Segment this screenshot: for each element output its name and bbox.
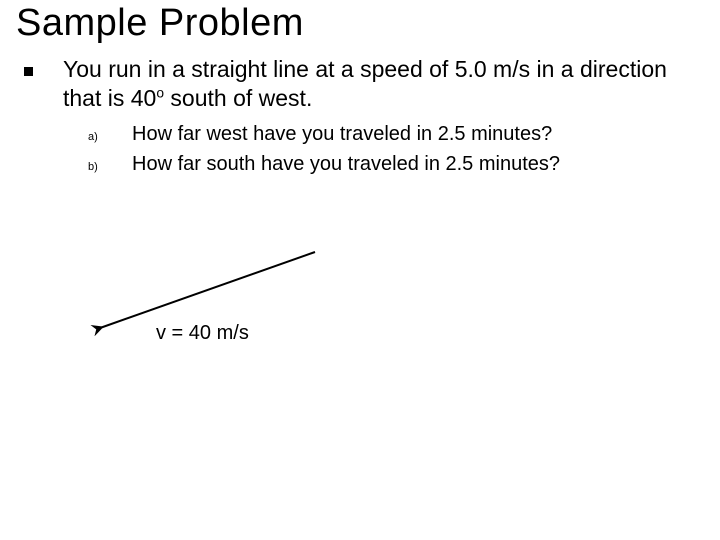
subitem-label: b) bbox=[88, 161, 132, 173]
slide-title: Sample Problem bbox=[16, 2, 704, 45]
arrow-icon bbox=[90, 248, 350, 368]
subitem-b: b) How far south have you traveled in 2.… bbox=[88, 151, 704, 177]
sublist: a) How far west have you traveled in 2.5… bbox=[88, 121, 704, 177]
body-row: You run in a straight line at a speed of… bbox=[24, 55, 700, 113]
subitem-label: a) bbox=[88, 131, 132, 143]
vector-diagram bbox=[90, 248, 350, 368]
velocity-label: v = 40 m/s bbox=[156, 322, 249, 345]
arrow-line bbox=[100, 252, 315, 328]
subitem-a: a) How far west have you traveled in 2.5… bbox=[88, 121, 704, 147]
body-text: You run in a straight line at a speed of… bbox=[63, 55, 700, 113]
subitem-text: How far west have you traveled in 2.5 mi… bbox=[132, 121, 552, 147]
slide: Sample Problem You run in a straight lin… bbox=[0, 2, 720, 540]
square-bullet-icon bbox=[24, 67, 33, 76]
subitem-text: How far south have you traveled in 2.5 m… bbox=[132, 151, 560, 177]
